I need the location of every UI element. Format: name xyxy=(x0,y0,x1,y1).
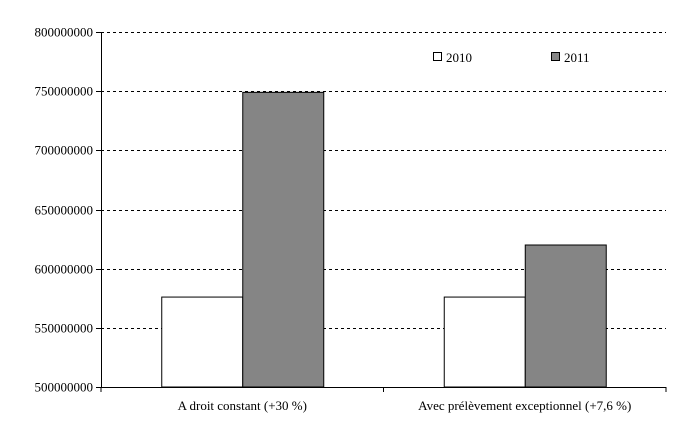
y-tick-label: 600000000 xyxy=(35,262,94,277)
bar-2011 xyxy=(524,244,607,388)
y-tick-label: 800000000 xyxy=(35,25,94,40)
legend-swatch-2010 xyxy=(433,52,442,61)
bar-2010 xyxy=(161,296,244,388)
bar-2011 xyxy=(242,91,325,388)
bar-2010 xyxy=(443,296,526,388)
legend-swatch-2011 xyxy=(551,52,560,61)
legend-label: 2010 xyxy=(446,50,472,65)
y-tick-label: 500000000 xyxy=(35,380,94,395)
legend-label: 2011 xyxy=(564,50,590,65)
y-tick-label: 650000000 xyxy=(35,203,94,218)
x-category-label: A droit constant (+30 %) xyxy=(178,398,307,413)
x-category-label: Avec prélèvement exceptionnel (+7,6 %) xyxy=(418,398,631,413)
y-tick-label: 700000000 xyxy=(35,143,94,158)
y-tick-label: 750000000 xyxy=(35,84,94,99)
y-tick-label: 550000000 xyxy=(35,321,94,336)
